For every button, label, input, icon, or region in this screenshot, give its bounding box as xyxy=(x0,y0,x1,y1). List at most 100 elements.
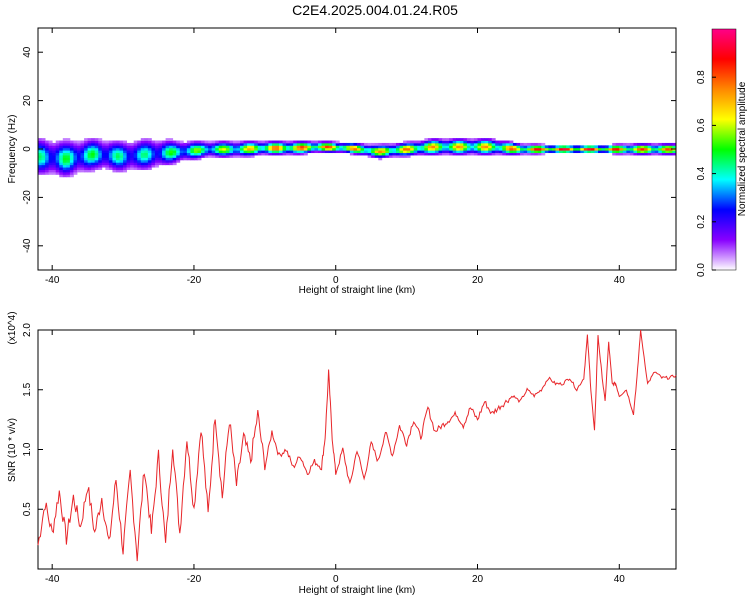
heat-cell xyxy=(417,150,422,154)
heat-cell xyxy=(73,164,78,168)
heat-cell xyxy=(59,145,64,149)
heat-cell xyxy=(144,162,149,166)
heat-cell xyxy=(193,142,198,146)
snr-y-multiplier: (x10^4) xyxy=(7,311,18,344)
heat-cell xyxy=(374,152,379,156)
heat-cell xyxy=(48,140,53,144)
heat-cell xyxy=(442,145,447,149)
heat-cell xyxy=(176,145,181,149)
heat-cell xyxy=(176,155,181,158)
heat-cell xyxy=(55,147,60,151)
heat-cell xyxy=(115,159,120,163)
heat-cell xyxy=(445,145,450,149)
heat-cell xyxy=(94,159,99,163)
heat-cell xyxy=(55,142,60,146)
heat-cell xyxy=(66,167,71,170)
heat-cell xyxy=(417,140,422,144)
heat-cell xyxy=(76,150,81,154)
snr-panel: -40 -20 0 20 40 0.5 1.0 1.5 2.0 Height of strai… xyxy=(7,311,677,596)
heat-cell xyxy=(332,147,337,151)
heat-cell xyxy=(417,147,422,151)
heat-cell xyxy=(218,142,223,146)
heat-cell xyxy=(66,152,71,156)
heat-cell xyxy=(367,147,372,151)
heat-cell xyxy=(112,169,117,173)
heat-cell xyxy=(144,155,149,158)
heat-cell xyxy=(640,150,645,154)
heat-cell xyxy=(651,147,656,151)
colorbar-tick-label: 0.2 xyxy=(696,214,707,228)
heat-cell xyxy=(158,150,163,154)
heat-cell xyxy=(364,145,369,149)
heat-cell xyxy=(427,138,432,141)
heat-cell xyxy=(130,164,135,168)
heat-cell xyxy=(357,150,361,154)
heat-cell xyxy=(108,167,113,170)
heat-cell xyxy=(240,147,244,151)
heat-cell xyxy=(264,140,269,144)
heat-cell xyxy=(537,150,542,154)
heat-cell xyxy=(62,159,67,163)
snr-x-axis-label: Height of straight line (km) xyxy=(299,585,416,596)
heat-cell xyxy=(293,140,298,144)
colorbar-gradient xyxy=(711,28,737,271)
heat-cell xyxy=(151,152,156,156)
heat-cell xyxy=(254,145,259,149)
heat-cell xyxy=(452,145,457,149)
heat-cell xyxy=(438,140,443,144)
heat-cell xyxy=(349,145,354,149)
heat-cell xyxy=(55,140,60,144)
heat-cell xyxy=(48,150,53,154)
heat-cell xyxy=(183,147,188,151)
heat-cell xyxy=(112,145,117,149)
heat-cell xyxy=(456,152,461,156)
heat-cell xyxy=(449,147,454,151)
heat-cell xyxy=(183,152,188,156)
heat-cell xyxy=(286,152,291,156)
heat-cell xyxy=(587,147,592,151)
heat-cell xyxy=(342,142,347,146)
heat-cell xyxy=(193,147,198,151)
heat-cell xyxy=(254,140,259,144)
heat-cell xyxy=(502,147,507,151)
heat-cell xyxy=(555,147,560,151)
heat-cell xyxy=(69,169,74,173)
heat-cell xyxy=(293,147,298,151)
heat-cell xyxy=(665,152,670,156)
heat-cell xyxy=(165,147,170,151)
heat-cell xyxy=(395,155,400,158)
heat-cell xyxy=(59,142,64,146)
heat-cell xyxy=(622,152,627,156)
heat-cell xyxy=(154,147,159,151)
heat-cell xyxy=(59,164,64,168)
heat-cell xyxy=(413,142,418,146)
heat-cell xyxy=(527,142,532,146)
heat-cell xyxy=(473,145,478,149)
heat-cell xyxy=(59,140,64,144)
heat-cell xyxy=(261,147,266,151)
heat-cell xyxy=(520,152,524,156)
heat-cell xyxy=(201,147,205,151)
heat-cell xyxy=(165,140,170,144)
heat-cell xyxy=(286,150,291,154)
heat-cell xyxy=(126,147,131,151)
heat-cell xyxy=(87,142,92,146)
heat-cell xyxy=(629,142,634,146)
heat-cell xyxy=(119,164,124,168)
heat-cell xyxy=(466,138,471,141)
heat-cell xyxy=(307,142,312,146)
heat-cell xyxy=(569,150,574,154)
x-tick-label: 20 xyxy=(472,574,484,585)
heat-cell xyxy=(176,147,181,151)
heat-cell xyxy=(144,142,149,146)
heat-cell xyxy=(179,155,184,158)
heat-cell xyxy=(133,142,138,146)
heat-cell xyxy=(165,159,170,163)
heat-cell xyxy=(566,145,571,149)
heat-cell xyxy=(505,142,510,146)
heat-cell xyxy=(459,150,464,154)
heat-cell xyxy=(254,142,259,146)
heat-cell xyxy=(512,142,517,146)
heat-cell xyxy=(332,145,337,149)
heat-cell xyxy=(406,150,411,154)
